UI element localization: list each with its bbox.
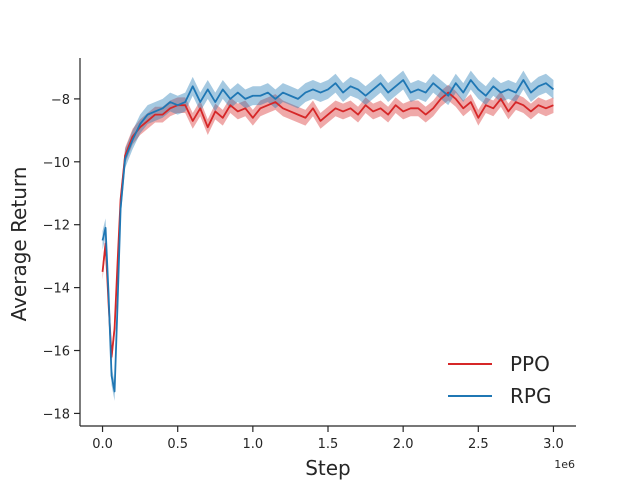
legend-label-ppo: PPO: [510, 352, 550, 376]
y-tick-label: −14: [43, 282, 70, 297]
x-tick-label: 2.5: [468, 437, 489, 452]
series-line-rpg: [101, 79, 555, 393]
x-tick-label: 0.5: [167, 437, 188, 452]
x-tick-label: 2.0: [393, 437, 414, 452]
x-tick-label: 1.0: [243, 437, 264, 452]
legend-label-rpg: RPG: [510, 384, 551, 408]
legend: PPO RPG: [448, 352, 551, 408]
x-tick-label: 3.0: [543, 437, 564, 452]
y-tick-label: −12: [43, 219, 70, 234]
series-line-ppo: [101, 91, 554, 358]
x-tick-label: 0.0: [92, 437, 113, 452]
y-axis-title: Average Return: [7, 167, 31, 322]
y-tick-label: −16: [43, 345, 70, 360]
y-tick-label: −10: [43, 156, 70, 171]
y-tick-label: −8: [51, 93, 70, 108]
x-tick-label: 1.5: [318, 437, 339, 452]
confidence-bands: [102, 70, 554, 401]
y-tick-label: −18: [43, 407, 70, 422]
series-lines: [101, 79, 555, 393]
x-offset-label: 1e6: [554, 458, 575, 471]
band-ppo: [102, 84, 554, 365]
x-axis-title: Step: [305, 456, 351, 480]
ticks: 0.0 0.5 1.0 1.5 2.0 2.5 3.0 −18 −16 −14 −12 −10 −8: [43, 93, 564, 452]
